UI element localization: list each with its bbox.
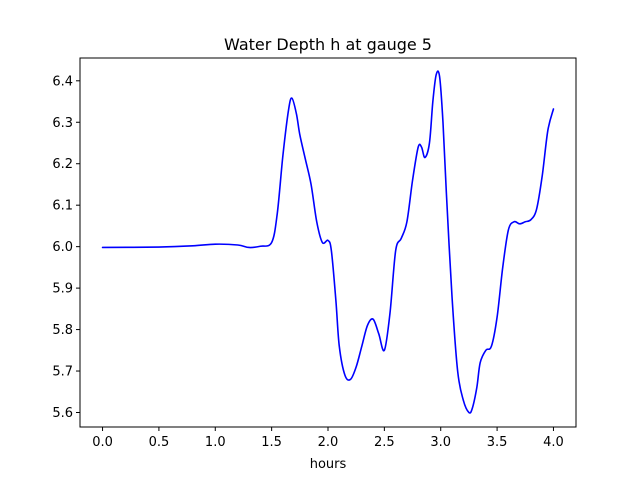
x-tick-label: 1.0 bbox=[205, 435, 226, 450]
y-tick-label: 6.4 bbox=[52, 74, 73, 89]
y-tick-label: 6.1 bbox=[52, 199, 73, 214]
x-axis-label: hours bbox=[310, 457, 347, 472]
x-tick-label: 3.0 bbox=[430, 435, 451, 450]
x-tick-label: 0.5 bbox=[149, 435, 170, 450]
plot-area: 0.0 0.5 1.0 1.5 2.0 2.5 3.0 3.5 4.0 5.6 5.7 5.8 5.9 6… bbox=[52, 57, 577, 450]
chart-title: Water Depth h at gauge 5 bbox=[224, 35, 432, 54]
x-tick-label: 2.0 bbox=[318, 435, 339, 450]
y-tick-label: 6.0 bbox=[52, 240, 73, 255]
x-tick-label: 4.0 bbox=[543, 435, 564, 450]
y-tick-label: 6.3 bbox=[52, 116, 73, 131]
x-tick-label: 3.5 bbox=[487, 435, 508, 450]
y-tick-label: 5.7 bbox=[52, 365, 73, 380]
series-line-0 bbox=[101, 70, 555, 414]
y-tick-label: 5.9 bbox=[52, 282, 73, 297]
x-tick-label: 1.5 bbox=[261, 435, 282, 450]
x-tick-label: 2.5 bbox=[374, 435, 395, 450]
y-tick-label: 5.8 bbox=[52, 323, 73, 338]
y-tick-label: 6.2 bbox=[52, 157, 73, 172]
x-tick-label: 0.0 bbox=[92, 435, 113, 450]
y-tick-label: 5.6 bbox=[52, 406, 73, 421]
